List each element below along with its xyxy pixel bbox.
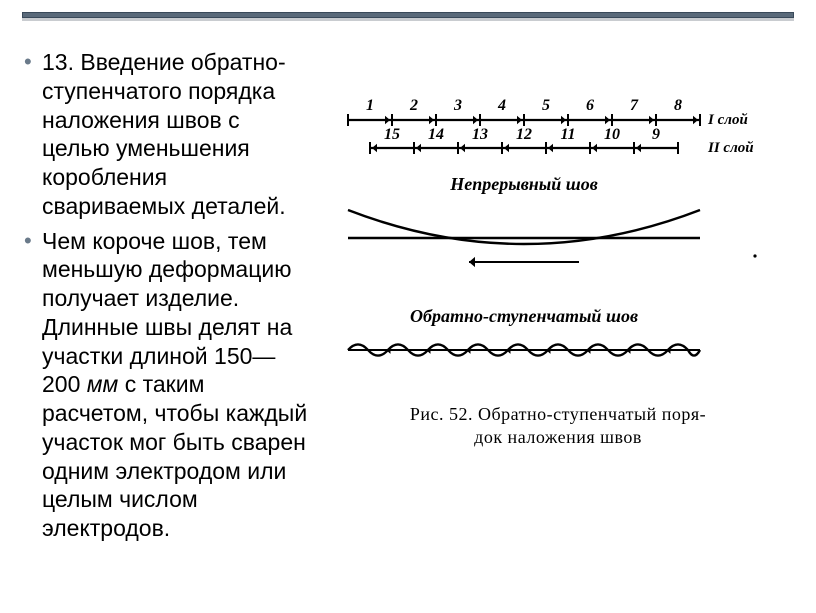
svg-text:II слой: II слой xyxy=(707,140,754,156)
figure-caption: Рис. 52. Обратно-ступенчатый поря- док н… xyxy=(322,403,794,450)
svg-text:5: 5 xyxy=(542,97,550,114)
top-decorative-stripe xyxy=(22,12,794,18)
svg-text:14: 14 xyxy=(428,126,444,143)
bullet-2-unit: мм xyxy=(87,371,119,397)
figure-wrapper: 12345678I слой1514131211109II слойНепрер… xyxy=(322,90,794,450)
bullet-list: 13. Введение обратно-ступенчатого порядк… xyxy=(22,48,310,543)
svg-text:Непрерывный шов: Непрерывный шов xyxy=(449,174,598,194)
bullet-item-1: 13. Введение обратно-ступенчатого порядк… xyxy=(22,48,310,221)
slide-content: 13. Введение обратно-ступенчатого порядк… xyxy=(22,48,794,591)
svg-text:15: 15 xyxy=(384,126,400,143)
caption-line1: Обратно-ступенчатый поря- xyxy=(478,404,706,424)
svg-text:4: 4 xyxy=(497,97,506,114)
svg-text:10: 10 xyxy=(604,126,620,143)
svg-text:11: 11 xyxy=(560,126,575,143)
svg-text:2: 2 xyxy=(409,97,418,114)
svg-text:9: 9 xyxy=(652,126,660,143)
svg-text:7: 7 xyxy=(630,97,639,114)
weld-diagram: 12345678I слой1514131211109II слойНепрер… xyxy=(322,90,792,390)
svg-text:12: 12 xyxy=(516,126,532,143)
svg-text:13: 13 xyxy=(472,126,488,143)
svg-text:1: 1 xyxy=(366,97,374,114)
bullet-1-text: 13. Введение обратно-ступенчатого порядк… xyxy=(42,49,286,219)
svg-text:8: 8 xyxy=(674,97,682,114)
caption-line2: док наложения швов xyxy=(474,427,642,447)
svg-text:6: 6 xyxy=(586,97,594,114)
bullet-item-2: Чем короче шов, тем меньшую деформацию п… xyxy=(22,227,310,543)
text-column: 13. Введение обратно-ступенчатого порядк… xyxy=(22,48,322,591)
svg-text:3: 3 xyxy=(453,97,462,114)
svg-text:I слой: I слой xyxy=(707,112,748,128)
svg-text:Обратно-ступенчатый шов: Обратно-ступенчатый шов xyxy=(410,306,638,326)
figure-column: 12345678I слой1514131211109II слойНепрер… xyxy=(322,48,794,591)
caption-prefix: Рис. 52. xyxy=(410,404,478,424)
